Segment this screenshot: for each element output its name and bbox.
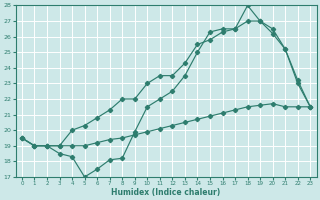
X-axis label: Humidex (Indice chaleur): Humidex (Indice chaleur) <box>111 188 221 197</box>
